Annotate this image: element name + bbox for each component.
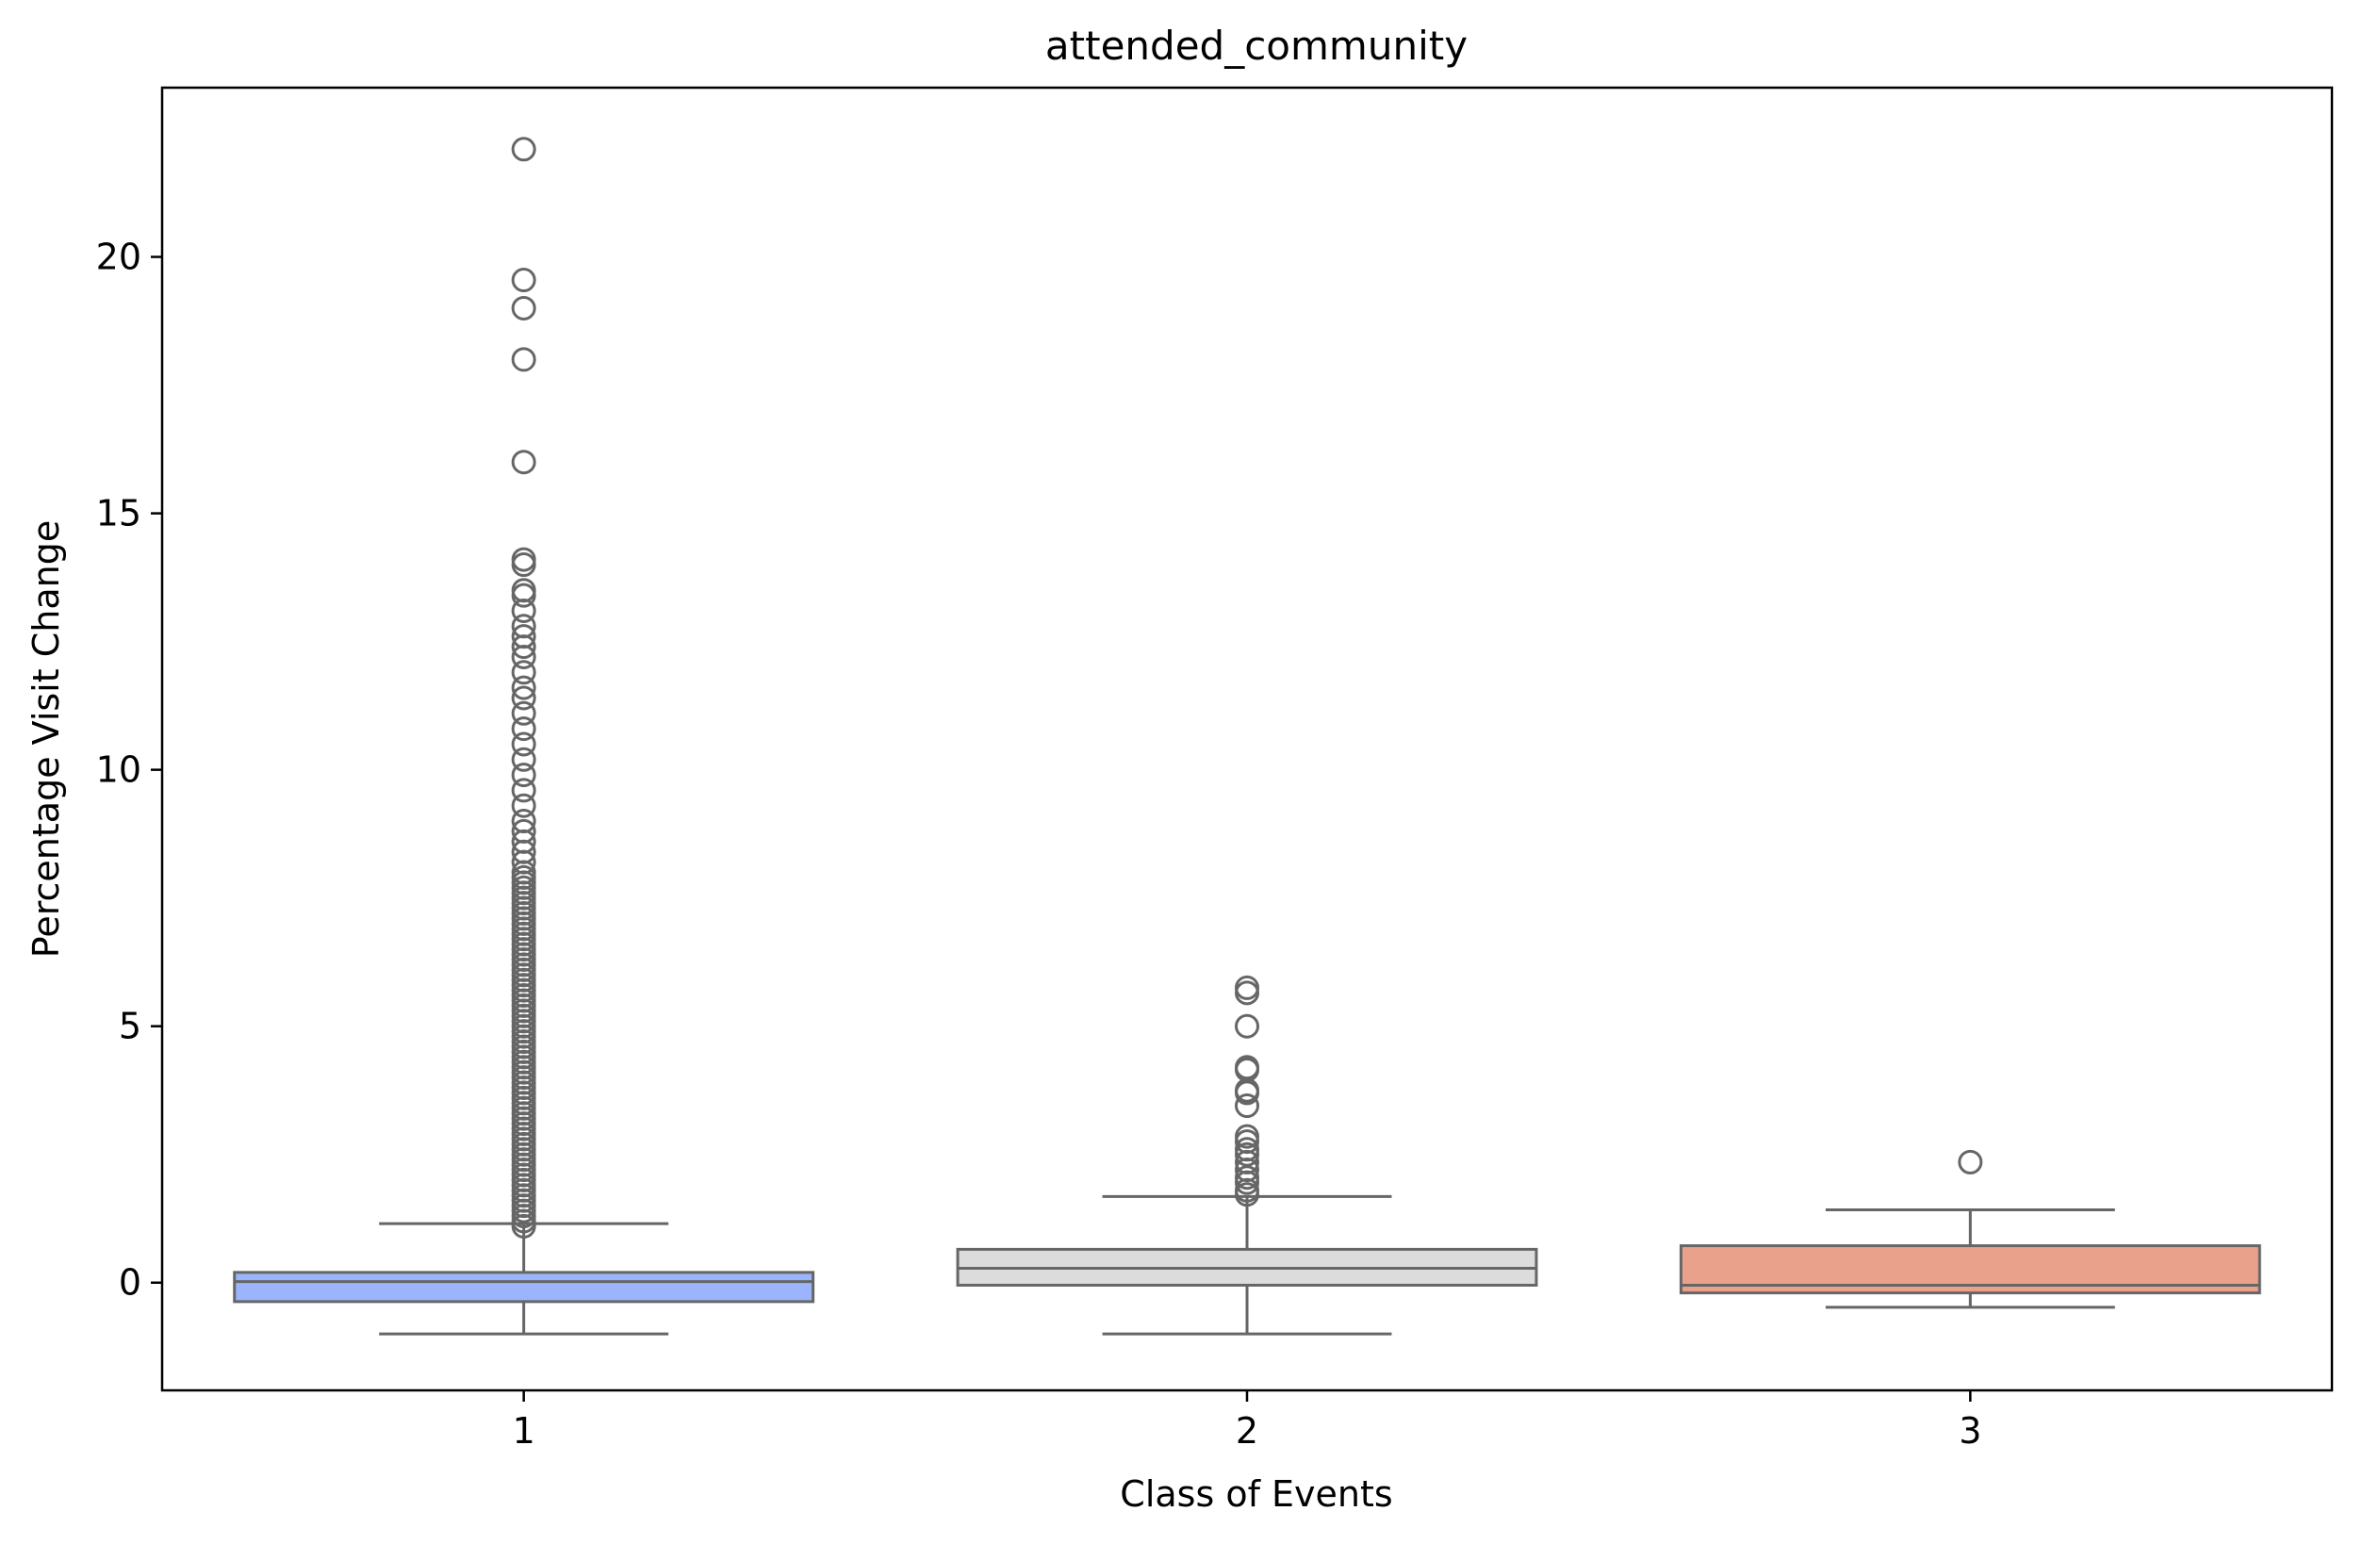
chart-title: attended_community [1045,23,1468,69]
outlier-point [511,747,536,772]
outlier-point [1235,1124,1259,1149]
outlier-point [511,716,536,742]
y-tick-label: 15 [96,493,141,534]
y-axis-label: Percentage Visit Change [25,520,67,958]
outlier-point [1235,1055,1259,1080]
outlier-point [511,624,536,649]
x-tick-label: 3 [1959,1410,1981,1452]
y-tick-label: 10 [96,749,141,791]
y-tick-label: 20 [96,237,141,278]
outlier-point [511,793,536,818]
iqr-box [233,1271,815,1304]
y-tick-label: 0 [119,1262,141,1304]
outlier-point [511,347,536,372]
outlier-point [1235,1093,1259,1119]
box-group-3 [1679,1149,2261,1309]
box-group-1 [233,137,815,1336]
outlier-point [511,547,536,572]
outlier-point [511,137,536,162]
outlier-point [511,700,536,726]
outlier-point [511,660,536,685]
x-axis-label: Class of Events [1120,1473,1392,1515]
outlier-point [1235,1137,1259,1162]
axes-layer: 1 2 3 0 5 10 15 20 [96,237,1982,1452]
x-tick-label: 2 [1236,1410,1258,1452]
outlier-point [511,295,536,320]
outlier-point [511,809,536,834]
boxes-layer [233,137,2261,1336]
outlier-point [511,614,536,639]
outlier-point [511,268,536,293]
outlier-point [511,685,536,711]
outlier-point [511,778,536,803]
plot-area-frame [160,86,2334,1392]
outlier-point [1235,975,1259,1000]
outlier-point [511,731,536,757]
outlier-point [511,763,536,788]
box-group-2 [956,975,1538,1336]
outlier-point [1958,1149,1983,1174]
outlier-point [511,675,536,700]
y-tick-label: 5 [119,1006,141,1047]
x-tick-label: 1 [513,1410,535,1452]
outlier-point [511,578,536,603]
outlier-point [1235,1013,1259,1039]
outlier-point [511,818,536,844]
outlier-point [511,450,536,475]
